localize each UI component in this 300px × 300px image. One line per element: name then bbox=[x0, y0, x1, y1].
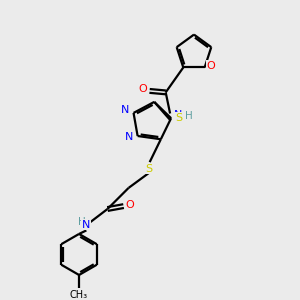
Text: N: N bbox=[82, 220, 91, 230]
Text: S: S bbox=[175, 113, 182, 123]
Text: O: O bbox=[126, 200, 134, 210]
Text: O: O bbox=[207, 61, 215, 71]
Text: S: S bbox=[146, 164, 153, 174]
Text: H: H bbox=[78, 217, 86, 227]
Text: H: H bbox=[185, 111, 193, 121]
Text: N: N bbox=[121, 105, 130, 115]
Text: O: O bbox=[139, 85, 148, 94]
Text: N: N bbox=[125, 133, 134, 142]
Text: CH₃: CH₃ bbox=[70, 290, 88, 300]
Text: N: N bbox=[174, 110, 182, 120]
